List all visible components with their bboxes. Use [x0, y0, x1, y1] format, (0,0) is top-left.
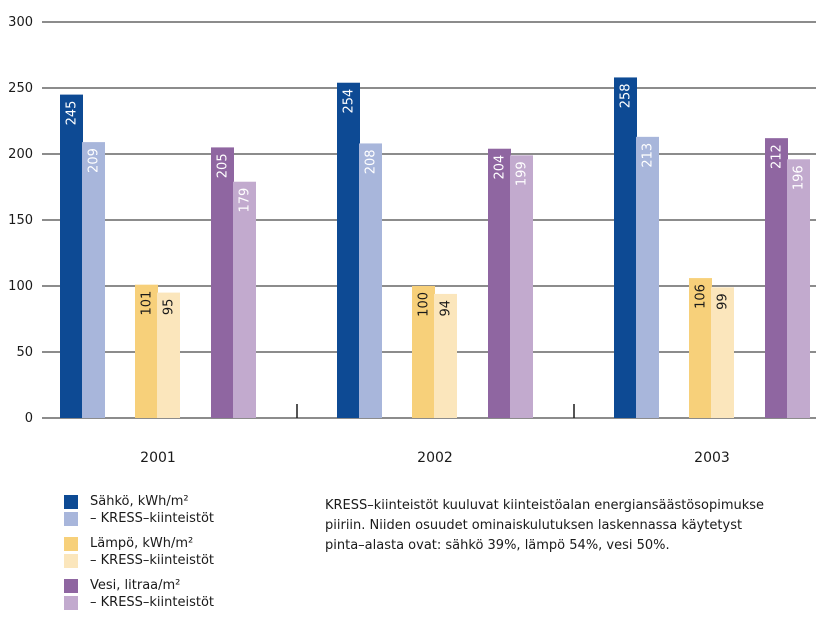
legend-group-heat: Lämpö, kWh/m² – KRESS–kiinteistöt — [64, 535, 324, 569]
bar — [337, 82, 360, 418]
y-tick-label: 100 — [8, 279, 33, 294]
y-tick-label: 50 — [16, 345, 33, 360]
bar — [488, 148, 511, 418]
bar — [211, 147, 234, 418]
data-label: 100 — [417, 292, 432, 317]
x-tick-label: 2002 — [417, 450, 453, 466]
legend-item: Lämpö, kWh/m² — [64, 535, 324, 552]
data-label: 204 — [493, 155, 508, 180]
legend-label: Lämpö, kWh/m² — [90, 536, 194, 551]
y-tick-label: 250 — [8, 81, 33, 96]
data-label: 245 — [65, 101, 80, 126]
y-tick-label: 200 — [8, 147, 33, 162]
bar — [711, 287, 734, 418]
data-label: 179 — [238, 188, 253, 213]
note-line: KRESS–kiinteistöt kuuluvat kiinteistöala… — [325, 498, 765, 513]
data-label: 196 — [792, 165, 807, 190]
bar — [636, 136, 659, 418]
legend-label: – KRESS–kiinteistöt — [90, 511, 215, 526]
data-label: 95 — [162, 299, 177, 316]
legend-swatch — [64, 553, 78, 568]
bar — [359, 143, 382, 418]
chart-note: KRESS–kiinteistöt kuuluvat kiinteistöala… — [325, 496, 816, 556]
legend-item: – KRESS–kiinteistöt — [64, 510, 324, 527]
bar — [765, 138, 788, 418]
bar — [787, 159, 810, 418]
axes: 0 50 100 150 200 250 300 2001 2002 2003 — [8, 15, 730, 466]
data-label: 208 — [364, 149, 379, 174]
bars — [60, 77, 810, 418]
legend-swatch — [64, 511, 78, 526]
bar — [510, 155, 533, 418]
bar — [233, 181, 256, 418]
bar — [614, 77, 637, 418]
note-line: piiriin. Niiden osuudet ominaiskulutukse… — [325, 518, 743, 533]
legend-group-water: Vesi, litraa/m² – KRESS–kiinteistöt — [64, 577, 324, 611]
bar-chart: 245 209 101 95 205 179 254 208 100 94 204 199 258 213… — [8, 15, 816, 466]
data-label: 254 — [342, 89, 357, 114]
data-labels: 245 209 101 95 205 179 254 208 100 94 204 199 258 213… — [65, 83, 807, 316]
legend-label: Sähkö, kWh/m² — [90, 494, 189, 509]
legend-group-electricity: Sähkö, kWh/m² – KRESS–kiinteistöt — [64, 493, 324, 527]
y-tick-label: 150 — [8, 213, 33, 228]
data-label: 106 — [694, 284, 709, 309]
data-label: 101 — [140, 291, 155, 316]
legend-item: – KRESS–kiinteistöt — [64, 552, 324, 569]
legend-swatch — [64, 494, 78, 509]
legend-label: – KRESS–kiinteistöt — [90, 595, 215, 610]
legend-label: Vesi, litraa/m² — [90, 578, 181, 593]
data-label: 94 — [439, 300, 454, 317]
legend-swatch — [64, 536, 78, 551]
data-label: 209 — [87, 148, 102, 173]
legend-swatch — [64, 595, 78, 610]
legend-label: – KRESS–kiinteistöt — [90, 553, 215, 568]
bar — [135, 284, 158, 418]
legend-item: – KRESS–kiinteistöt — [64, 594, 324, 611]
bar — [82, 142, 105, 418]
bar — [434, 293, 457, 418]
data-label: 99 — [716, 293, 731, 310]
y-tick-label: 0 — [25, 411, 33, 426]
y-tick-label: 300 — [8, 15, 33, 30]
bar — [412, 286, 435, 418]
legend: Sähkö, kWh/m² – KRESS–kiinteistöt Lämpö,… — [64, 493, 324, 619]
bar — [689, 278, 712, 418]
bar — [157, 292, 180, 418]
note-line: pinta–alasta ovat: sähkö 39%, lämpö 54%,… — [325, 538, 670, 553]
data-label: 205 — [216, 153, 231, 178]
x-tick-label: 2001 — [140, 450, 176, 466]
bar — [60, 94, 83, 418]
data-label: 258 — [619, 83, 634, 108]
x-tick-label: 2003 — [694, 450, 730, 466]
legend-item: Vesi, litraa/m² — [64, 577, 324, 594]
data-label: 213 — [641, 143, 656, 168]
legend-swatch — [64, 578, 78, 593]
data-label: 212 — [770, 144, 785, 169]
data-label: 199 — [515, 161, 530, 186]
legend-item: Sähkö, kWh/m² — [64, 493, 324, 510]
